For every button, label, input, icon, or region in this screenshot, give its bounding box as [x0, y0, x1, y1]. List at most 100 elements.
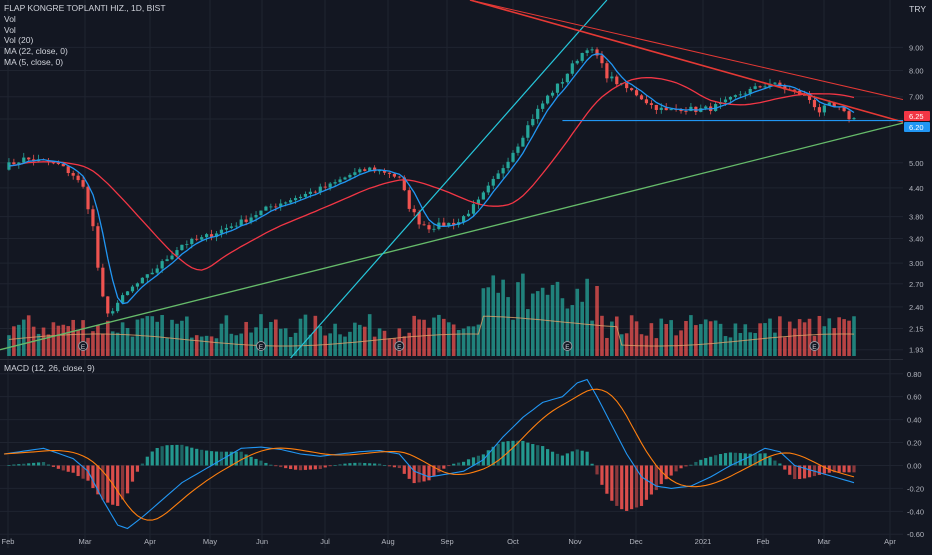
candle-body: [56, 162, 60, 164]
candle-body: [121, 295, 125, 303]
candle-body: [852, 118, 856, 120]
candle: [585, 48, 589, 57]
volume-bar: [234, 335, 239, 356]
volume-bar: [555, 281, 560, 356]
time-axis-label: May: [203, 537, 217, 546]
earnings-marker-label: E: [259, 344, 264, 351]
volume-bar: [91, 331, 95, 356]
candle-body: [639, 95, 644, 100]
candle: [476, 196, 481, 209]
macd-histogram-bar: [46, 464, 51, 466]
volume-bar: [313, 315, 318, 356]
volume-bar: [81, 320, 85, 356]
candle: [758, 85, 762, 89]
volume-bar: [229, 333, 234, 356]
macd-histogram-bar: [501, 441, 505, 466]
candle: [91, 205, 95, 231]
candle-body: [303, 193, 308, 197]
volume-bar: [204, 335, 209, 356]
macd-histogram-bar: [753, 453, 757, 466]
macd-histogram-bar: [180, 444, 184, 466]
candle-body: [461, 216, 466, 223]
macd-histogram-bar: [249, 456, 253, 466]
candle-body: [506, 161, 510, 169]
volume-bar: [792, 328, 797, 356]
candle-body: [214, 233, 219, 237]
macd-histogram-bar: [205, 450, 209, 466]
price-axis-background: [903, 0, 932, 550]
candle-body: [723, 99, 728, 103]
macd-histogram-bar: [61, 465, 65, 471]
candle: [150, 268, 154, 275]
macd-histogram-bar: [684, 465, 688, 467]
volume-bar: [432, 317, 436, 356]
candle: [106, 296, 110, 318]
volume-bar: [264, 328, 268, 356]
macd-histogram-bar: [842, 465, 846, 473]
candle: [644, 95, 649, 105]
macd-histogram-bar: [491, 446, 495, 466]
candle-body: [135, 283, 140, 287]
volume-bar: [392, 338, 397, 356]
macd-histogram-bar: [219, 451, 224, 466]
volume-bar: [56, 325, 61, 356]
volume-bar: [422, 319, 426, 356]
candle-body: [289, 200, 293, 203]
candle-body: [387, 172, 392, 174]
macd-histogram-bar: [214, 451, 219, 466]
volume-bar: [249, 332, 253, 356]
volume-bar: [703, 319, 708, 356]
volume-bar: [437, 314, 441, 356]
candle: [71, 170, 75, 180]
macd-histogram-bar: [289, 465, 293, 470]
earnings-marker-label: E: [812, 344, 817, 351]
candle-body: [76, 175, 80, 181]
candle-body: [180, 244, 184, 251]
volume-bar: [748, 332, 753, 356]
candle: [546, 94, 550, 105]
currency-label[interactable]: TRY: [909, 4, 926, 14]
candle-body: [521, 137, 525, 147]
candle-body: [91, 209, 95, 227]
macd-histogram-bar: [140, 463, 144, 466]
candle-body: [12, 162, 16, 165]
candle: [125, 291, 130, 296]
candle: [491, 175, 495, 190]
macd-histogram-bar: [798, 465, 802, 480]
candle: [264, 205, 268, 211]
volume-bar: [283, 328, 288, 356]
macd-histogram-bar: [699, 459, 703, 466]
volume-bar: [12, 326, 16, 356]
volume-bar: [664, 324, 669, 356]
volume-bar: [723, 336, 728, 356]
price-axis-tick: 5.00: [909, 159, 924, 168]
volume-bar: [763, 323, 767, 356]
candle-body: [234, 225, 238, 227]
candle-body: [51, 162, 56, 164]
macd-histogram-bar: [422, 465, 426, 482]
volume-bar: [36, 333, 41, 356]
macd-histogram-bar: [86, 465, 90, 481]
candle-body: [585, 50, 589, 53]
price-axis-tick: 2.15: [909, 324, 924, 333]
candle-body: [570, 63, 574, 74]
candle: [323, 182, 327, 191]
volume-bar: [491, 275, 496, 356]
volume-bar: [125, 327, 130, 356]
macd-histogram-bar: [56, 465, 60, 469]
volume-bar: [807, 318, 812, 356]
last-price-tag: 6.25: [904, 110, 930, 121]
volume-bar: [535, 291, 540, 356]
candle-body: [254, 215, 258, 218]
candle: [684, 107, 688, 115]
macd-histogram-bar: [723, 453, 728, 466]
volume-bar: [417, 319, 421, 356]
candle: [496, 170, 500, 180]
volume-bar: [486, 287, 491, 356]
macd-histogram-bar: [170, 445, 174, 466]
macd-axis-tick: -0.40: [907, 507, 924, 516]
macd-histogram-bar: [259, 460, 263, 466]
candle-body: [555, 83, 560, 93]
